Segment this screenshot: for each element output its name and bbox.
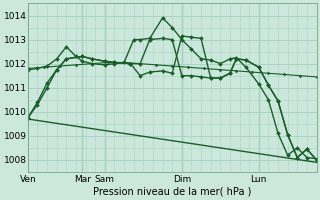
X-axis label: Pression niveau de la mer( hPa ): Pression niveau de la mer( hPa ) <box>93 187 252 197</box>
